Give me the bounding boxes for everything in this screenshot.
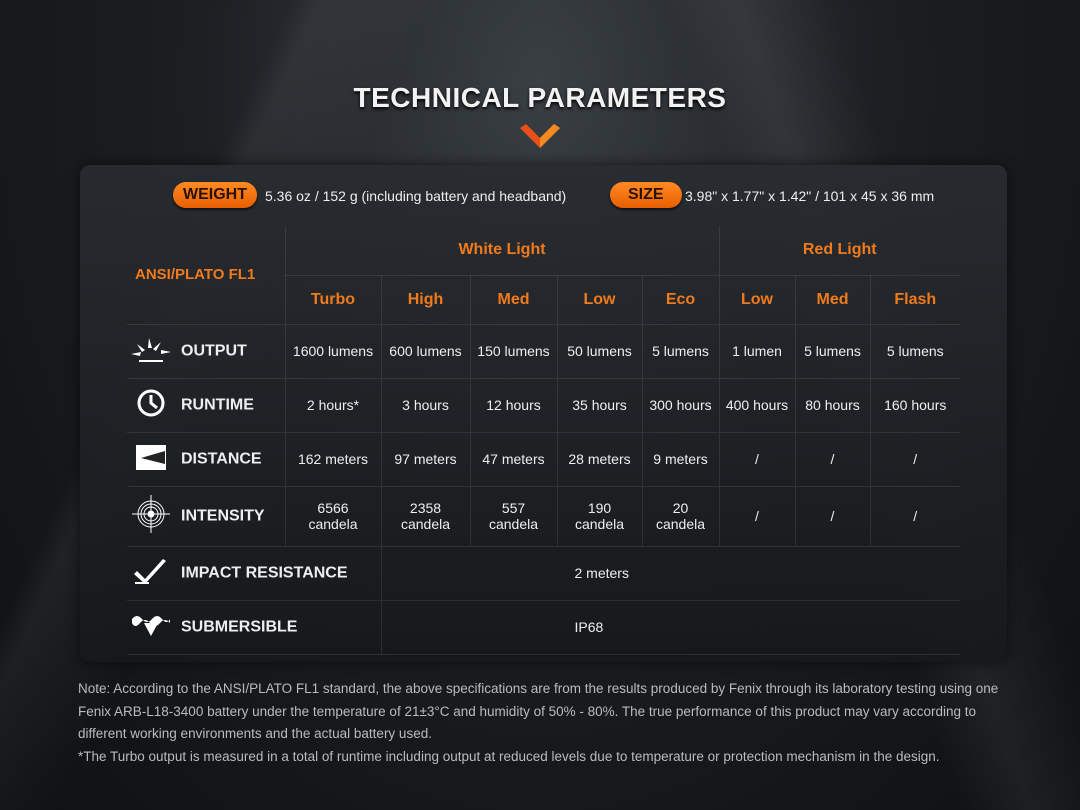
table-cell: 600 lumens <box>380 324 470 379</box>
table-cell: 2358 candela <box>380 486 470 547</box>
table-cell: 12 hours <box>469 378 557 433</box>
table-cell: / <box>794 432 870 487</box>
page-title: TECHNICAL PARAMETERS <box>353 82 727 113</box>
group-white-light: White Light <box>284 226 719 276</box>
mode-header: Turbo <box>284 275 381 325</box>
table-cell: 6566 candela <box>284 486 381 547</box>
table-cell: 5 lumens <box>794 324 870 379</box>
row-label: DISTANCE <box>181 450 262 468</box>
group-red-light: Red Light <box>718 226 960 276</box>
table-row: OUTPUT 1600 lumens 600 lumens 150 lumens 50 … <box>127 324 960 379</box>
table-cell: 190 candela <box>556 486 642 547</box>
table-cell: 5 lumens <box>869 324 960 379</box>
row-label: SUBMERSIBLE <box>181 618 298 636</box>
table-cell: 20 candela <box>641 486 719 547</box>
row-header: RUNTIME <box>127 378 285 433</box>
row-label: OUTPUT <box>181 342 247 360</box>
row-header: SUBMERSIBLE <box>127 600 381 655</box>
table-cell: 2 hours* <box>284 378 381 433</box>
note-text: Note: According to the ANSI/PLATO FL1 st… <box>78 681 999 741</box>
table-cell: 9 meters <box>641 432 719 487</box>
table-cell: 3 hours <box>380 378 470 433</box>
row-header: DISTANCE <box>127 432 285 487</box>
standard-label: ANSI/PLATO FL1 <box>127 226 285 325</box>
table-cell: / <box>794 486 870 547</box>
table-row: INTENSITY 6566 candela 2358 candela 557 can… <box>127 486 960 547</box>
size-badge: SIZE <box>610 182 682 208</box>
row-header: IMPACT RESISTANCE <box>127 546 381 601</box>
table-cell: 5 lumens <box>641 324 719 379</box>
table-cell: 28 meters <box>556 432 642 487</box>
table-cell: 400 hours <box>718 378 795 433</box>
mode-header: Med <box>794 275 870 325</box>
weight-value: 5.36 oz / 152 g (including battery and h… <box>265 188 567 204</box>
table-cell: 1600 lumens <box>284 324 381 379</box>
mode-header: Med <box>469 275 557 325</box>
table-cell: 2 meters <box>380 546 960 601</box>
row-label: INTENSITY <box>181 507 265 525</box>
table-cell: / <box>718 432 795 487</box>
row-header: INTENSITY <box>127 486 285 547</box>
table-cell: 80 hours <box>794 378 870 433</box>
table-cell: / <box>869 432 960 487</box>
table-row: IMPACT RESISTANCE 2 meters <box>127 546 960 601</box>
table-row: SUBMERSIBLE IP68 <box>127 600 960 655</box>
clock-icon <box>127 388 175 423</box>
footnotes: Note: According to the ANSI/PLATO FL1 st… <box>78 678 1018 768</box>
size-value: 3.98" x 1.77" x 1.42" / 101 x 45 x 36 mm <box>685 188 935 204</box>
table-row: DISTANCE 162 meters 97 meters 47 meters 28 m… <box>127 432 960 487</box>
mode-header: High <box>380 275 470 325</box>
row-label: IMPACT RESISTANCE <box>181 564 348 582</box>
mode-header: Low <box>718 275 795 325</box>
sun-burst-icon <box>127 336 175 367</box>
table-cell: / <box>869 486 960 547</box>
chevron-down-icon <box>520 124 560 148</box>
table-row: RUNTIME 2 hours* 3 hours 12 hours 35 hours 30… <box>127 378 960 433</box>
table-cell: 160 hours <box>869 378 960 433</box>
table-cell: 557 candela <box>469 486 557 547</box>
table-cell: 300 hours <box>641 378 719 433</box>
mode-header: Flash <box>869 275 960 325</box>
target-icon <box>127 494 175 539</box>
turbo-footnote: *The Turbo output is measured in a total… <box>78 748 940 764</box>
impact-icon <box>127 557 175 590</box>
table-cell: IP68 <box>380 600 960 655</box>
table-cell: 162 meters <box>284 432 381 487</box>
weight-badge: WEIGHT <box>173 182 257 208</box>
row-header: OUTPUT <box>127 324 285 379</box>
table-cell: / <box>718 486 795 547</box>
table-cell: 47 meters <box>469 432 557 487</box>
beam-distance-icon <box>127 443 175 476</box>
table-cell: 1 lumen <box>718 324 795 379</box>
table-cell: 35 hours <box>556 378 642 433</box>
row-label: RUNTIME <box>181 396 254 414</box>
table-cell: 50 lumens <box>556 324 642 379</box>
table-cell: 97 meters <box>380 432 470 487</box>
mode-header: Eco <box>641 275 719 325</box>
table-cell: 150 lumens <box>469 324 557 379</box>
spec-table: ANSI/PLATO FL1 White Light Red Light Turb… <box>127 226 960 655</box>
mode-header: Low <box>556 275 642 325</box>
water-drop-icon <box>127 613 175 642</box>
